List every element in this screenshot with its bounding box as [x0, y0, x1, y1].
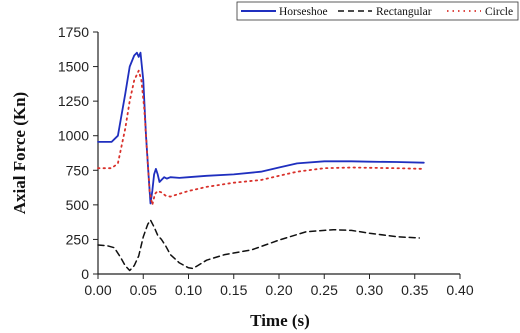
- x-tick-label: 0.05: [130, 282, 157, 298]
- y-tick-label: 1500: [58, 59, 89, 75]
- x-tick-label: 0.35: [401, 282, 428, 298]
- y-tick-label: 750: [66, 162, 90, 178]
- series-line-rectangular: [97, 219, 421, 272]
- x-axis-title: Time (s): [250, 311, 310, 330]
- x-tick-label: 0.20: [265, 282, 292, 298]
- y-tick-label: 1000: [58, 128, 89, 144]
- y-ticks: 0 250 500 750 1000 1250 1500 1750: [58, 24, 98, 282]
- y-axis-title: Axial Force (Kn): [10, 92, 29, 214]
- x-tick-label: 0.40: [446, 282, 473, 298]
- y-tick-label: 1250: [58, 93, 89, 109]
- x-tick-label: 0.25: [311, 282, 338, 298]
- y-tick-label: 500: [66, 197, 90, 213]
- y-tick-label: 250: [66, 231, 90, 247]
- legend-label-rectangular: Rectangular: [376, 6, 432, 18]
- x-tick-label: 0.10: [175, 282, 202, 298]
- y-tick-label: 0: [81, 266, 89, 282]
- legend-box: [236, 1, 519, 21]
- x-tick-label: 0.00: [84, 282, 111, 298]
- x-ticks: 0.00 0.05 0.10 0.15 0.20 0.25 0.30 0.35 0.40: [84, 274, 474, 298]
- y-tick-label: 1750: [58, 24, 89, 40]
- legend: Horseshoe Rectangular Circle: [236, 1, 519, 21]
- series-layer: [97, 51, 425, 272]
- legend-label-horseshoe: Horseshoe: [279, 6, 328, 18]
- series-line-horseshoe: [97, 51, 425, 205]
- x-tick-label: 0.15: [220, 282, 247, 298]
- series-line-circle: [97, 69, 425, 206]
- x-tick-label: 0.30: [356, 282, 383, 298]
- legend-label-circle: Circle: [485, 6, 513, 18]
